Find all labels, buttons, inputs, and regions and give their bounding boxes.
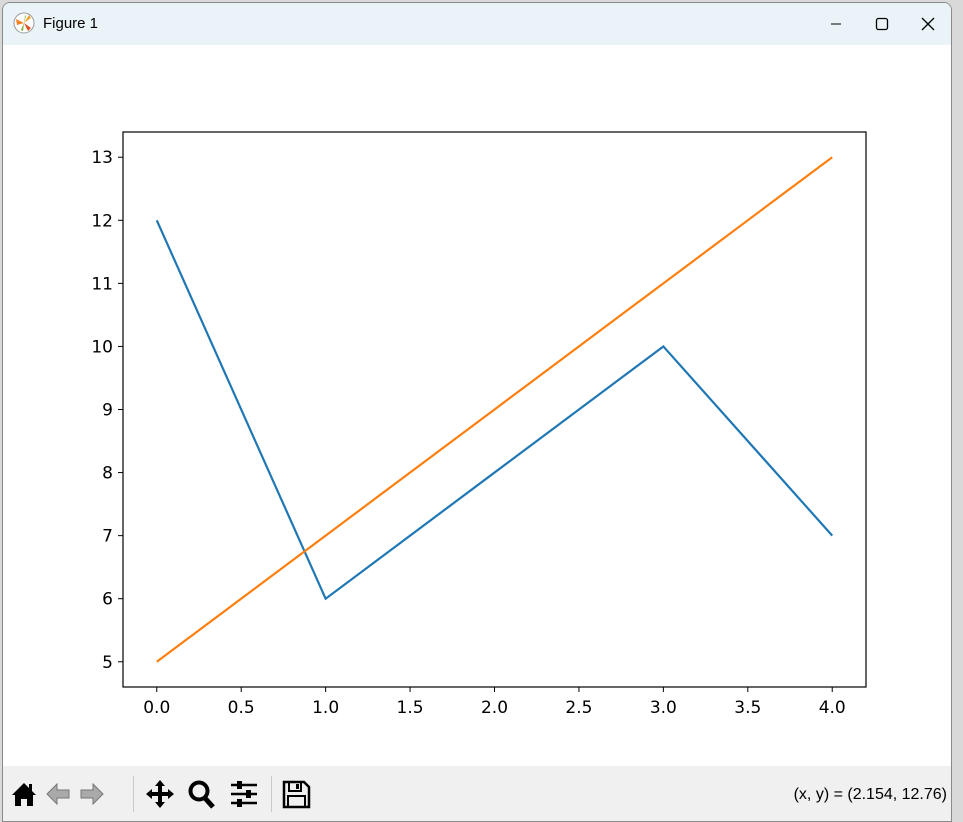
x-tick-label: 1.0 — [312, 698, 339, 718]
back-icon — [46, 782, 70, 806]
window-title: Figure 1 — [43, 15, 99, 32]
home-icon — [12, 783, 36, 806]
cursor-coordinates: (x, y) = (2.154, 12.76) — [793, 786, 947, 803]
forward-icon — [80, 782, 104, 806]
x-tick-label: 4.0 — [819, 698, 846, 718]
zoom-icon — [188, 780, 215, 809]
matplotlib-logo-icon — [13, 12, 35, 34]
x-tick-label: 1.5 — [397, 698, 424, 718]
y-tick-label: 6 — [102, 590, 113, 610]
x-tick-label: 0.0 — [143, 698, 170, 718]
series-line-1 — [156, 156, 833, 663]
y-tick-label: 7 — [102, 527, 113, 547]
x-tick-label: 0.5 — [228, 698, 255, 718]
save-button[interactable] — [281, 779, 311, 809]
home-button[interactable] — [9, 779, 39, 809]
maximize-icon — [875, 17, 889, 31]
y-tick-label: 13 — [91, 148, 113, 168]
x-tick-label: 2.0 — [481, 698, 508, 718]
back-button[interactable] — [43, 779, 73, 809]
x-tick-label: 3.0 — [650, 698, 677, 718]
zoom-button[interactable] — [187, 779, 217, 809]
close-icon — [921, 17, 935, 31]
y-tick-label: 11 — [91, 274, 113, 294]
minimize-button[interactable] — [813, 3, 859, 45]
save-icon — [282, 780, 311, 809]
title-bar: Figure 1 — [3, 3, 951, 45]
y-tick-label: 5 — [102, 653, 113, 673]
plot-canvas[interactable]: 0.0 0.5 1.0 1.5 2.0 2.5 3.0 3.5 4.0 5 6 7 8 9 10 11 12 13 — [3, 45, 951, 766]
pan-button[interactable] — [145, 779, 175, 809]
toolbar-separator — [133, 776, 134, 812]
y-tick-label: 8 — [102, 464, 113, 484]
forward-button[interactable] — [77, 779, 107, 809]
x-tick-label: 3.5 — [734, 698, 761, 718]
pan-icon — [146, 780, 174, 808]
maximize-button[interactable] — [859, 3, 905, 45]
toolbar-separator — [271, 776, 272, 812]
x-tick-label: 2.5 — [565, 698, 592, 718]
series-line-0 — [155, 219, 834, 601]
y-tick-label: 10 — [91, 337, 113, 357]
y-tick-label: 9 — [102, 401, 113, 421]
configure-subplots-icon — [231, 781, 257, 807]
close-button[interactable] — [905, 3, 951, 45]
configure-subplots-button[interactable] — [229, 779, 259, 809]
minimize-icon — [831, 23, 841, 25]
navigation-toolbar: (x, y) = (2.154, 12.76) — [3, 766, 951, 821]
y-tick-label: 12 — [91, 211, 113, 231]
